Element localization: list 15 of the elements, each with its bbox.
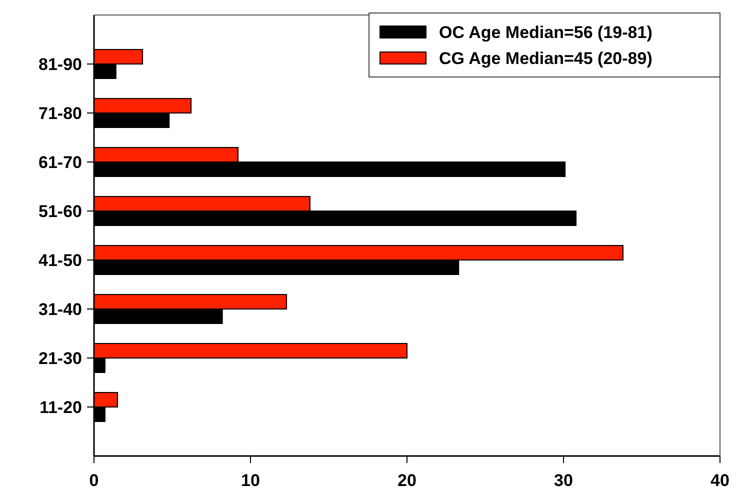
y-tick-label: 11-20 xyxy=(39,398,82,417)
y-tick-label: 71-80 xyxy=(38,104,82,123)
y-tick-label: 61-70 xyxy=(38,153,82,172)
y-tick-label: 41-50 xyxy=(38,251,82,270)
legend-label: OC Age Median=56 (19-81) xyxy=(439,23,652,42)
x-tick-label: 10 xyxy=(241,471,260,490)
x-tick-label: 40 xyxy=(710,471,730,490)
y-tick-label: 51-60 xyxy=(38,202,82,221)
x-tick-label: 20 xyxy=(398,471,416,490)
y-tick-label: 81-90 xyxy=(38,55,82,74)
y-tick-label: 31-40 xyxy=(38,300,82,319)
x-tick-label: 30 xyxy=(554,471,573,490)
x-tick-label: 0 xyxy=(89,471,99,490)
legend-label: CG Age Median=45 (20-89) xyxy=(439,49,652,68)
y-tick-label: 21-30 xyxy=(38,349,82,368)
